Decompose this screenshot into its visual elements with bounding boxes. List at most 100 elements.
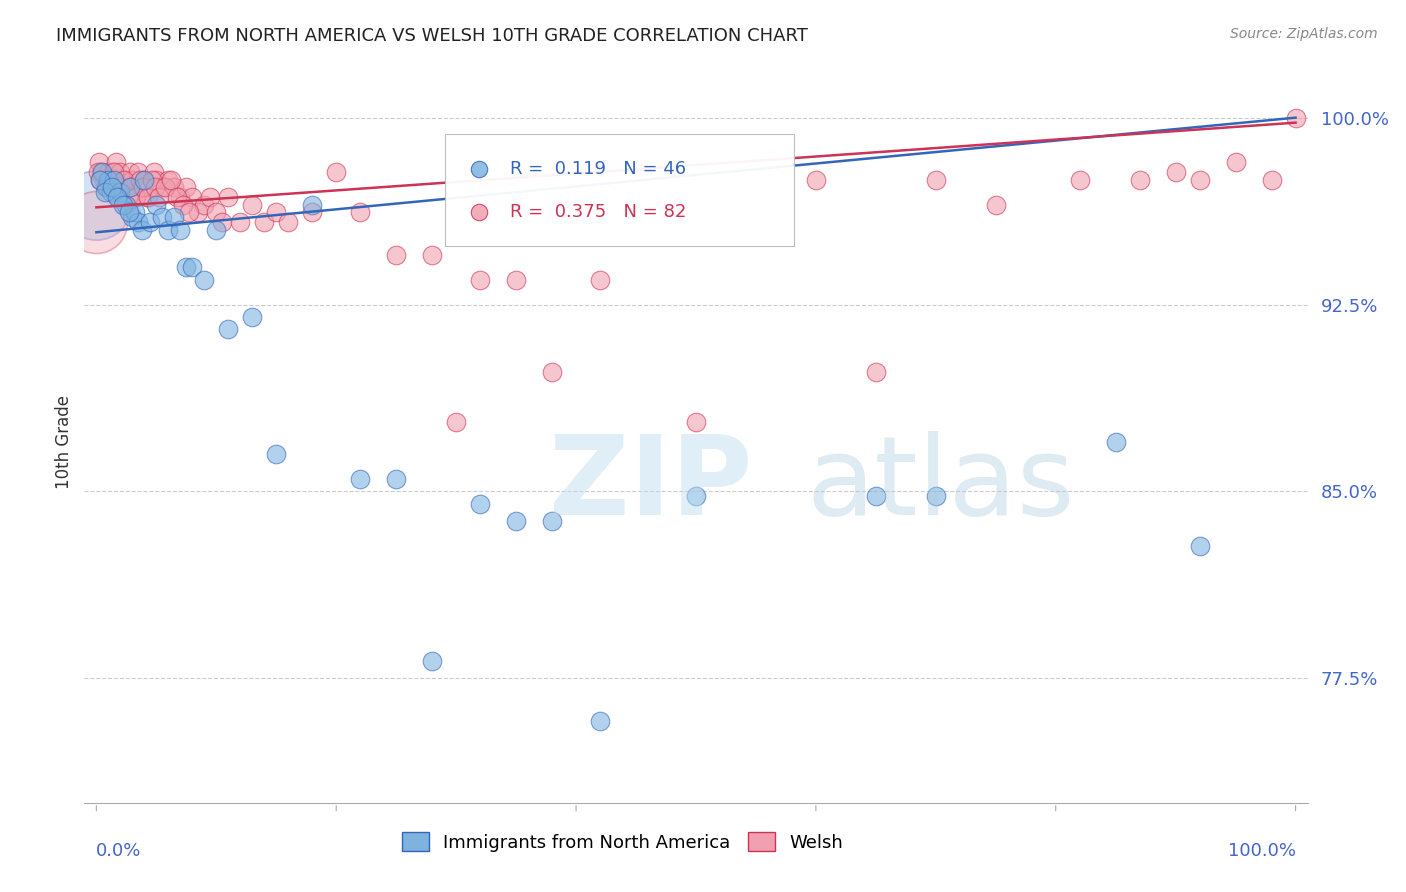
Point bbox=[111, 198, 134, 212]
Point bbox=[187, 205, 209, 219]
Point bbox=[132, 180, 155, 194]
Point bbox=[468, 272, 491, 286]
Point bbox=[420, 654, 443, 668]
Point bbox=[1284, 111, 1306, 125]
Point bbox=[420, 248, 443, 262]
Point bbox=[1129, 173, 1152, 187]
Point bbox=[505, 514, 527, 528]
Point bbox=[110, 165, 132, 179]
Text: IMMIGRANTS FROM NORTH AMERICA VS WELSH 10TH GRADE CORRELATION CHART: IMMIGRANTS FROM NORTH AMERICA VS WELSH 1… bbox=[56, 27, 808, 45]
Point bbox=[94, 180, 117, 194]
Point bbox=[181, 260, 204, 274]
Point bbox=[115, 180, 138, 194]
Point bbox=[205, 205, 228, 219]
Point bbox=[181, 190, 204, 204]
Point bbox=[804, 173, 827, 187]
Point bbox=[139, 180, 162, 194]
Point bbox=[118, 205, 141, 219]
Point bbox=[86, 198, 108, 212]
Point bbox=[131, 180, 153, 194]
Point bbox=[125, 190, 148, 204]
Point bbox=[100, 186, 122, 200]
Text: 0.0%: 0.0% bbox=[97, 842, 142, 860]
Point bbox=[86, 165, 108, 179]
Point bbox=[112, 173, 135, 187]
Point bbox=[1225, 155, 1247, 169]
Point bbox=[115, 198, 138, 212]
Point bbox=[1260, 173, 1282, 187]
Point bbox=[1069, 173, 1091, 187]
Point bbox=[98, 173, 121, 187]
Point bbox=[200, 190, 222, 204]
Point bbox=[96, 180, 118, 194]
Point bbox=[217, 322, 239, 336]
Point bbox=[86, 215, 108, 229]
Point bbox=[163, 180, 186, 194]
Point bbox=[217, 190, 239, 204]
Text: 100.0%: 100.0% bbox=[1227, 842, 1295, 860]
Point bbox=[301, 205, 323, 219]
Point bbox=[91, 165, 114, 179]
Point bbox=[264, 447, 287, 461]
Point bbox=[385, 472, 408, 486]
Point bbox=[127, 165, 149, 179]
Point bbox=[264, 205, 287, 219]
Point bbox=[205, 223, 228, 237]
Point bbox=[90, 165, 112, 179]
Point bbox=[541, 365, 564, 379]
Point bbox=[277, 215, 299, 229]
Point bbox=[117, 190, 139, 204]
Point bbox=[253, 215, 276, 229]
Point bbox=[100, 173, 122, 187]
Text: R =  0.119   N = 46: R = 0.119 N = 46 bbox=[510, 161, 686, 178]
Point bbox=[472, 417, 495, 431]
Point bbox=[94, 180, 117, 194]
Point bbox=[93, 186, 117, 200]
Point bbox=[124, 205, 146, 219]
Point bbox=[110, 186, 132, 200]
Point bbox=[118, 180, 141, 194]
Point bbox=[150, 211, 173, 225]
Point bbox=[143, 180, 166, 194]
Point bbox=[105, 190, 128, 204]
Point bbox=[349, 472, 371, 486]
Point bbox=[193, 198, 215, 212]
Point bbox=[103, 173, 125, 187]
Point bbox=[240, 198, 263, 212]
Point bbox=[169, 190, 191, 204]
Point bbox=[159, 173, 181, 187]
Text: atlas: atlas bbox=[806, 432, 1074, 539]
Point bbox=[541, 514, 564, 528]
Point bbox=[505, 272, 527, 286]
Point bbox=[1105, 434, 1128, 449]
Point bbox=[589, 714, 612, 728]
Point bbox=[385, 248, 408, 262]
FancyBboxPatch shape bbox=[446, 135, 794, 246]
Point bbox=[925, 489, 948, 503]
Point bbox=[589, 272, 612, 286]
Text: ZIP: ZIP bbox=[550, 432, 752, 539]
Point bbox=[174, 180, 197, 194]
Point bbox=[103, 165, 125, 179]
Point bbox=[107, 190, 129, 204]
Point bbox=[472, 564, 495, 578]
Point bbox=[685, 489, 707, 503]
Point bbox=[111, 173, 134, 187]
Point bbox=[865, 365, 887, 379]
Point bbox=[108, 180, 131, 194]
Point bbox=[145, 173, 167, 187]
Point bbox=[157, 223, 180, 237]
Legend: Immigrants from North America, Welsh: Immigrants from North America, Welsh bbox=[394, 825, 851, 859]
Point bbox=[865, 489, 887, 503]
Point bbox=[139, 215, 162, 229]
Point bbox=[1164, 165, 1187, 179]
Point bbox=[134, 173, 156, 187]
Point bbox=[89, 173, 111, 187]
Point bbox=[124, 190, 146, 204]
Point bbox=[136, 190, 159, 204]
Point bbox=[177, 205, 200, 219]
Point bbox=[468, 497, 491, 511]
Point bbox=[121, 173, 143, 187]
Point bbox=[301, 198, 323, 212]
Point bbox=[101, 180, 124, 194]
